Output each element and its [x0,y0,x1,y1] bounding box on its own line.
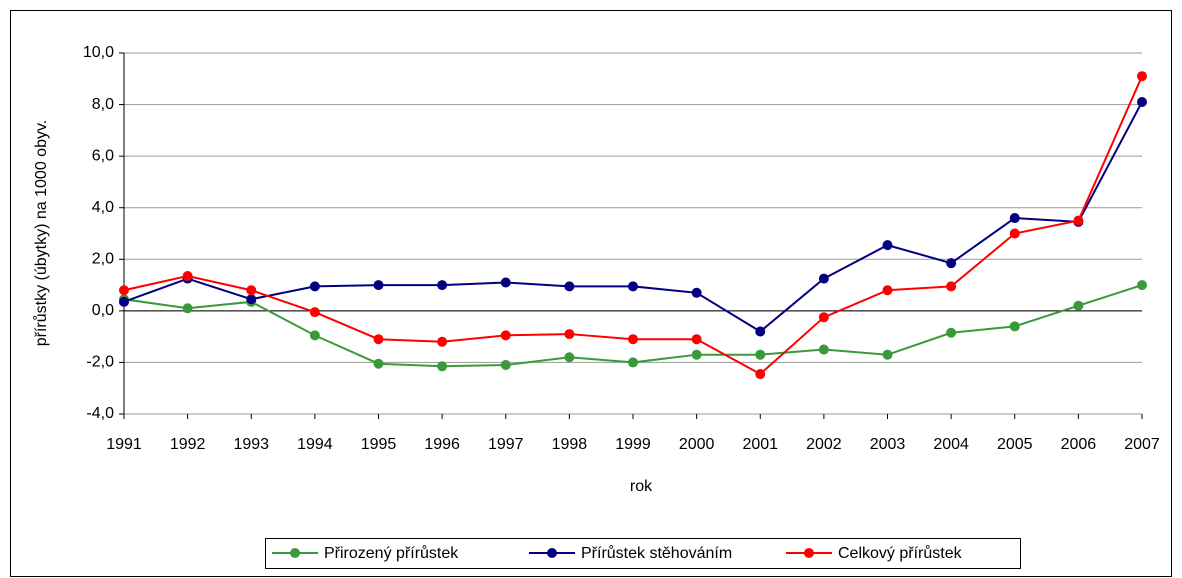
legend-label: Celkový přírůstek [838,544,963,562]
data-point [755,349,766,360]
y-tick-label: -4,0 [86,405,114,422]
y-axis-title: přírůstky (úbytky) na 1000 obyv. [32,120,50,346]
data-point [437,336,448,347]
x-tick-label: 2006 [1061,436,1097,453]
data-point [437,280,448,291]
data-point [1073,300,1084,311]
x-tick-label: 2000 [679,436,715,453]
data-point [1073,215,1084,226]
chart-border [10,10,1172,577]
data-point [373,280,384,291]
data-point [946,281,957,292]
x-tick-label: 2001 [742,436,778,453]
data-point [882,240,893,251]
data-point [500,330,511,341]
data-point [946,258,957,269]
data-point [437,361,448,372]
x-tick-label: 1991 [106,436,142,453]
y-tick-label: 8,0 [92,96,114,113]
data-point [500,277,511,288]
data-point [373,334,384,345]
data-point [309,307,320,318]
x-tick-label: 2003 [870,436,906,453]
data-point [564,281,575,292]
data-point [691,287,702,298]
y-tick-label: 0,0 [92,302,114,319]
legend-marker [290,548,300,558]
x-tick-label: 1997 [488,436,524,453]
data-point [882,285,893,296]
legend-marker [547,548,557,558]
data-point [246,294,257,305]
data-point [1009,228,1020,239]
x-tick-label: 1996 [424,436,460,453]
x-tick-label: 1994 [297,436,333,453]
legend-box [265,538,1021,569]
x-tick-label: 2005 [997,436,1033,453]
data-point [1009,213,1020,224]
data-point [246,285,257,296]
data-point [1009,321,1020,332]
y-tick-label: 10,0 [83,44,114,61]
data-point [119,296,129,307]
data-point [309,281,320,292]
data-point [628,334,638,345]
data-point [818,344,829,355]
data-point [500,360,511,371]
x-tick-label: 2007 [1124,436,1160,453]
x-tick-label: 1995 [361,436,397,453]
x-tick-label: 1993 [233,436,269,453]
y-tick-label: 4,0 [92,199,114,216]
data-point [564,329,575,340]
x-tick-label: 1998 [552,436,588,453]
data-point [373,358,384,369]
data-point [691,334,702,345]
data-point [1137,96,1147,107]
data-point [818,273,829,284]
x-axis-title: rok [630,478,653,495]
data-point [119,285,129,296]
data-point [946,327,957,338]
y-tick-label: 2,0 [92,251,114,268]
data-point [691,349,702,360]
y-tick-label: -2,0 [86,354,114,371]
data-point [182,303,193,314]
x-tick-label: 2004 [933,436,969,453]
data-point [1137,280,1147,291]
data-point [818,312,829,323]
x-tick-label: 1992 [170,436,206,453]
data-point [1137,71,1147,82]
data-point [755,369,766,380]
legend-label: Přírůstek stěhováním [581,544,732,562]
data-point [755,326,766,337]
x-tick-label: 2002 [806,436,842,453]
data-point [628,357,638,368]
y-tick-label: 6,0 [92,147,114,164]
data-point [309,330,320,341]
legend-label: Přirozený přírůstek [324,544,459,562]
x-tick-label: 1999 [615,436,651,453]
data-point [628,281,638,292]
data-point [564,352,575,363]
legend-marker [804,548,814,558]
data-point [182,271,193,282]
data-point [882,349,893,360]
